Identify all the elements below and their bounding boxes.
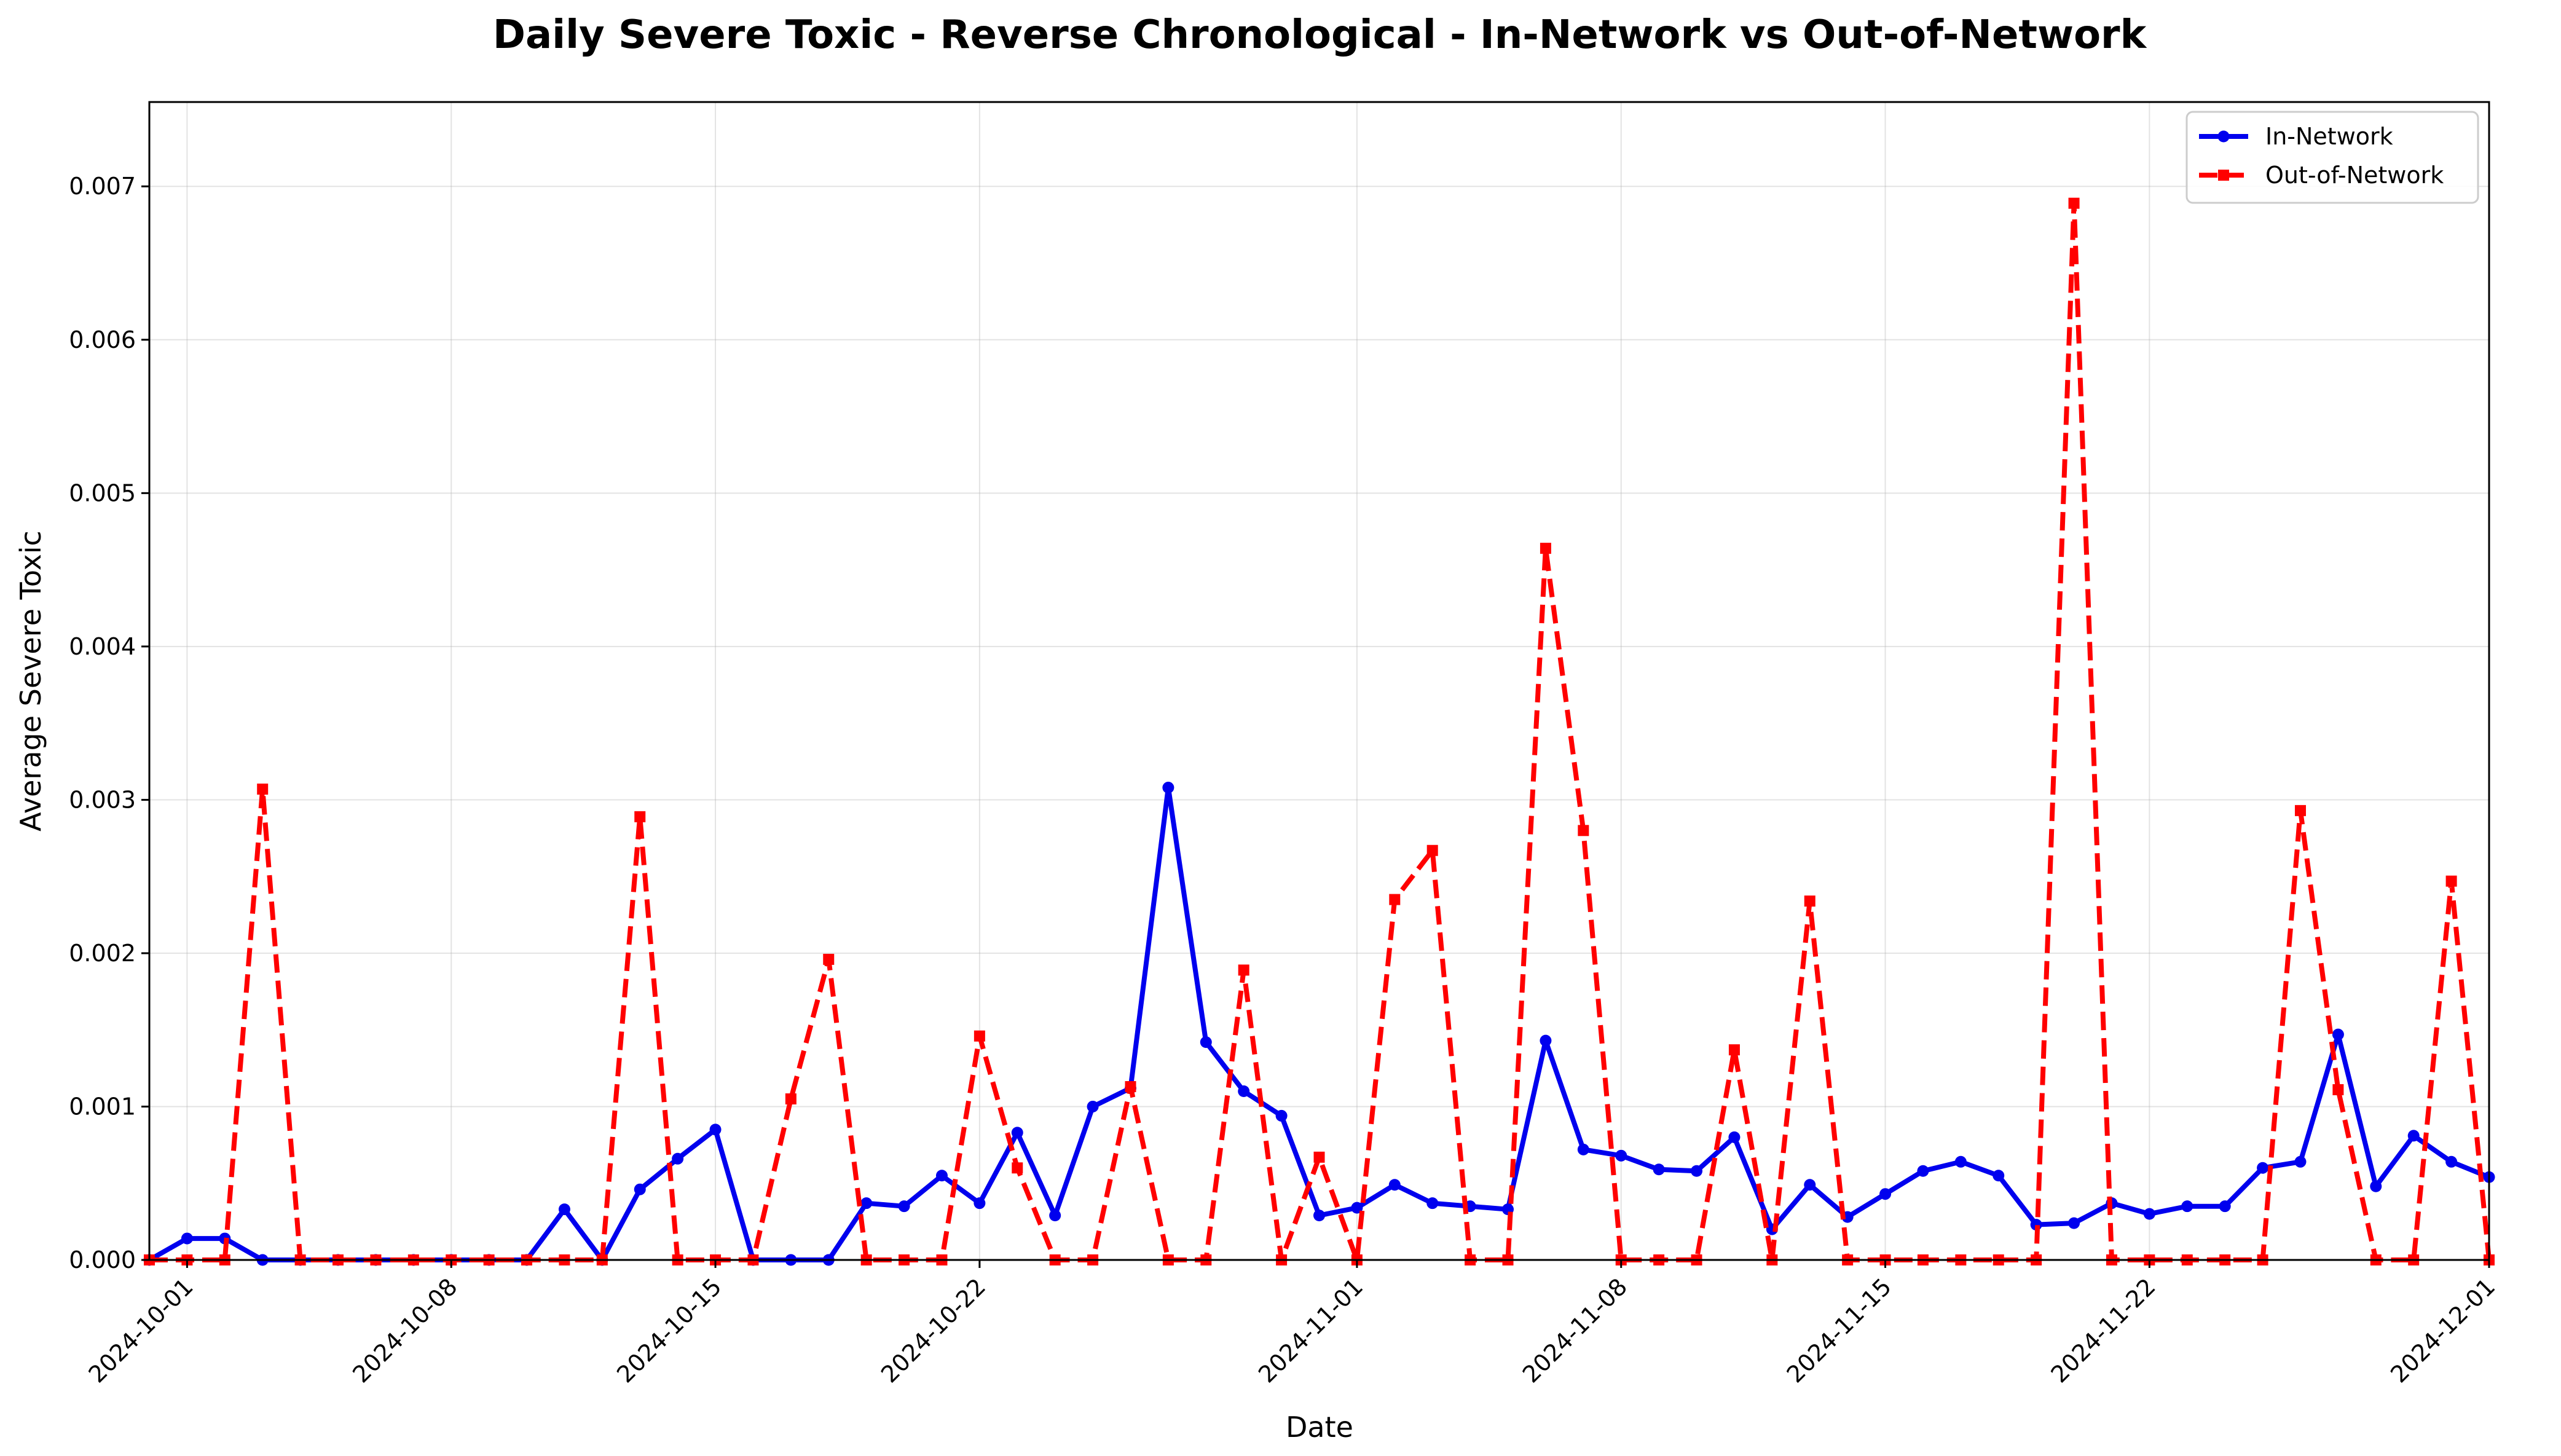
data-point — [1577, 1143, 1589, 1155]
grid-layer — [149, 102, 2490, 1261]
data-point — [1804, 1179, 1816, 1191]
data-point — [1238, 964, 1249, 976]
data-point — [898, 1200, 910, 1213]
data-point — [2332, 1084, 2344, 1096]
y-tick-label: 0.003 — [69, 786, 136, 813]
data-point — [1313, 1151, 1325, 1163]
data-point — [2068, 197, 2080, 209]
data-point — [1653, 1163, 1665, 1176]
data-point — [634, 1183, 646, 1195]
legend-box — [2185, 111, 2479, 204]
y-tick-label: 0.005 — [69, 479, 136, 506]
data-point — [2068, 1217, 2080, 1229]
data-point — [634, 811, 646, 822]
y-tick-label: 0.006 — [69, 326, 136, 353]
y-tick-label: 0.004 — [69, 633, 136, 660]
y-tick-label: 0.000 — [69, 1246, 136, 1273]
data-point — [823, 953, 835, 965]
data-point — [558, 1203, 570, 1216]
data-point — [1426, 1197, 1439, 1210]
data-point — [1578, 825, 1589, 836]
data-point — [1087, 1100, 1099, 1112]
legend-marker — [2218, 170, 2229, 181]
chart-title: Daily Severe Toxic - Reverse Chronologic… — [493, 12, 2147, 58]
data-point — [1728, 1131, 1741, 1143]
data-point — [1238, 1085, 1250, 1098]
legend-label: In-Network — [2265, 123, 2393, 150]
legend: In-Network Out-of-Network — [2185, 111, 2479, 204]
data-point — [785, 1093, 797, 1104]
data-point — [1540, 1034, 1552, 1047]
data-point — [672, 1152, 684, 1165]
data-point — [1804, 895, 1816, 907]
legend-label: Out-of-Network — [2265, 162, 2444, 189]
data-point — [1388, 1179, 1401, 1191]
y-tick-label: 0.001 — [69, 1093, 136, 1120]
data-point — [181, 1232, 193, 1245]
legend-item: Out-of-Network — [2199, 162, 2444, 189]
x-axis-label: Date — [1286, 1411, 1353, 1444]
data-point — [935, 1170, 948, 1182]
data-point — [2219, 1200, 2231, 1213]
plot-frame — [148, 101, 2490, 1261]
y-tick-label: 0.007 — [69, 173, 136, 200]
data-point — [1162, 781, 1174, 793]
data-point — [2445, 1155, 2458, 1168]
data-point — [974, 1030, 985, 1042]
legend-item: In-Network — [2199, 123, 2393, 150]
data-point — [1200, 1036, 1212, 1049]
data-point — [257, 783, 269, 795]
data-point — [974, 1197, 986, 1210]
data-point — [2181, 1200, 2193, 1213]
data-point — [1993, 1170, 2005, 1182]
data-point — [1879, 1188, 1892, 1200]
data-point — [1615, 1149, 1627, 1162]
data-point — [2407, 1130, 2420, 1142]
data-point — [1426, 844, 1438, 856]
data-point — [709, 1123, 722, 1136]
data-point — [860, 1197, 873, 1210]
data-point — [2294, 1155, 2307, 1168]
data-point — [1917, 1165, 1929, 1177]
data-point — [1389, 894, 1401, 905]
data-point — [2143, 1208, 2155, 1220]
legend-marker — [2217, 130, 2230, 143]
data-point — [1049, 1210, 1061, 1222]
data-point — [1012, 1162, 1023, 1174]
data-point — [1954, 1155, 1967, 1168]
data-point — [1275, 1109, 1288, 1122]
data-point — [1011, 1127, 1023, 1139]
data-point — [1691, 1165, 1703, 1177]
data-point — [2294, 805, 2306, 816]
y-tick-label: 0.002 — [69, 940, 136, 967]
data-point — [2370, 1180, 2382, 1192]
data-point — [1728, 1044, 1740, 1056]
data-point — [1313, 1210, 1325, 1222]
y-axis-label: Average Severe Toxic — [14, 530, 47, 832]
data-point — [2445, 875, 2457, 887]
data-point — [1540, 543, 1551, 554]
data-point — [1125, 1081, 1136, 1093]
data-point — [2332, 1028, 2344, 1041]
data-point — [2257, 1162, 2269, 1174]
